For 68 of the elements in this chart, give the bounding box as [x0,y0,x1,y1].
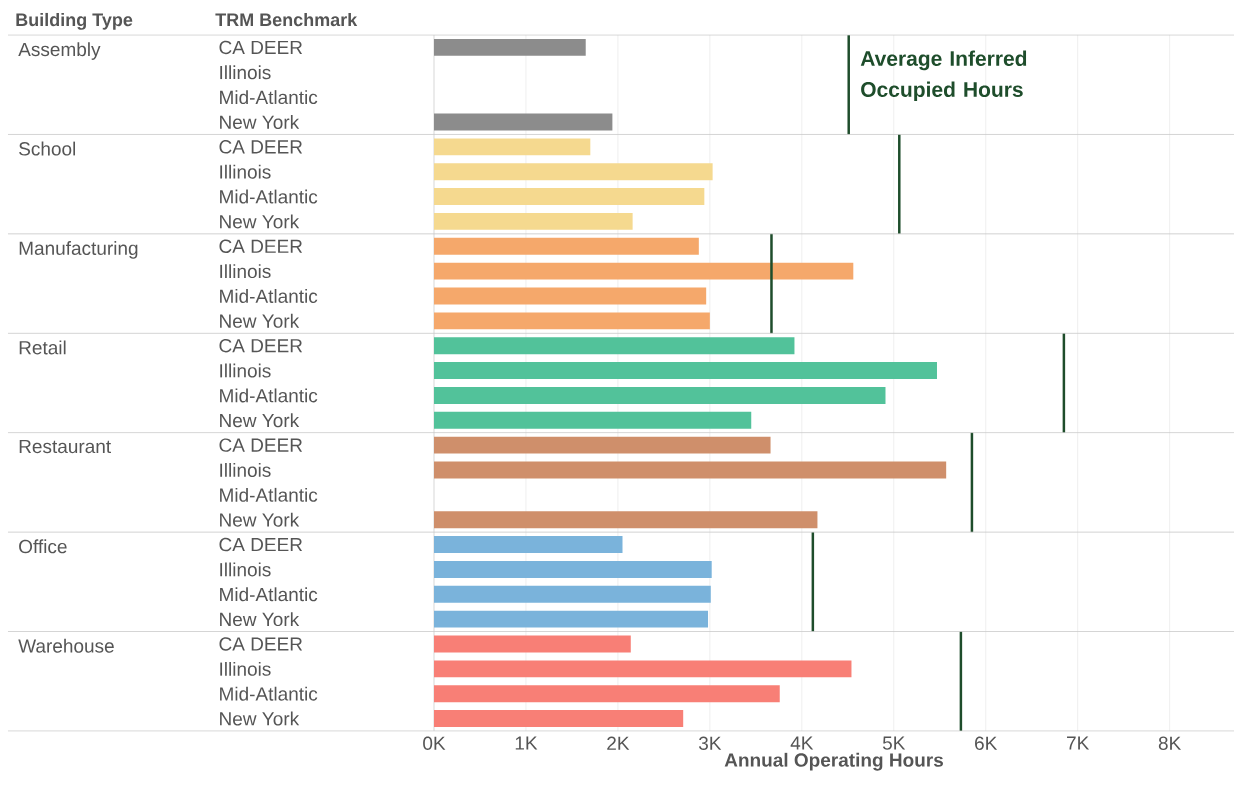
y-tick-label: CA DEER [219,637,303,651]
y-tick-label: New York [220,313,300,328]
y-tick-label: Mid-Atlantic [220,388,318,403]
y-tick-label: Mid-Atlantic [220,189,318,204]
x-tick-label: 6K [975,736,998,750]
bar [434,585,711,603]
ref-line-label: Average Inferred Occupied Hours [860,50,1027,102]
bar [434,411,752,429]
y-tick-label: CA DEER [219,338,303,353]
y-tick-label: Mid-Atlantic [220,587,318,602]
bar [434,262,854,280]
y-tick-label: Illinois [220,164,271,179]
x-tick-label: 0K [423,736,446,750]
y-tick-label: Illinois [220,363,271,378]
x-tick-label: 2K [607,736,630,750]
y-tick-label: Illinois [220,264,271,279]
bar [434,312,710,330]
y-axis-title: Retail [19,340,66,355]
bar [434,138,591,156]
bar [434,660,852,678]
bar [434,536,623,554]
x-tick-label: 4K [790,736,814,750]
bar [434,337,795,355]
y-axis-title: Warehouse [18,638,114,653]
x-tick-label: 5K [882,736,906,750]
y-tick-label: New York [220,115,300,129]
bar [434,710,684,728]
y-axis-title: Manufacturing [19,241,138,259]
y-tick-label: Mid-Atlantic [220,487,318,502]
bar [434,685,780,703]
bar [434,610,709,628]
bar [434,212,633,230]
y-axis-title: Restaurant [19,439,111,454]
bar [434,188,705,206]
y-tick-label: Mid-Atlantic [220,289,318,303]
bar [434,635,631,653]
y-tick-label: New York [220,214,300,229]
x-tick-label: 3K [698,736,722,750]
y-tick-label: Illinois [220,463,271,477]
x-tick-label: 1K [515,736,538,750]
y-tick-label: CA DEER [219,537,303,552]
y-tick-label: New York [220,512,300,527]
y-tick-label: New York [220,711,300,726]
y-tick-label: Illinois [220,661,271,676]
y-tick-label: Mid-Atlantic [220,90,318,105]
y-tick-label: CA DEER [219,239,303,254]
x-tick-label: 8K [1158,736,1182,750]
bar [434,237,699,255]
y-axis-title: Assembly [18,42,101,60]
bar [434,386,886,404]
y-axis-title: Office [19,539,67,554]
bar [434,362,937,380]
y-tick-label: New York [220,612,300,627]
text: Building Type [16,12,133,30]
x-tick-label: 7K [1067,736,1090,750]
y-tick-label: Illinois [220,562,271,577]
y-tick-label: CA DEER [219,140,303,154]
bar [434,560,712,578]
y-tick-label: CA DEER [219,40,303,55]
bar [434,287,707,305]
y-tick-label: Illinois [220,65,271,80]
y-tick-label: New York [220,413,300,428]
y-tick-label: Mid-Atlantic [220,686,318,701]
text: TRM Benchmark [215,12,358,27]
y-tick-label: CA DEER [219,438,303,452]
x-axis-title: Annual Operating Hours [724,752,943,771]
bar [434,163,713,181]
y-axis-title: School [19,141,76,156]
